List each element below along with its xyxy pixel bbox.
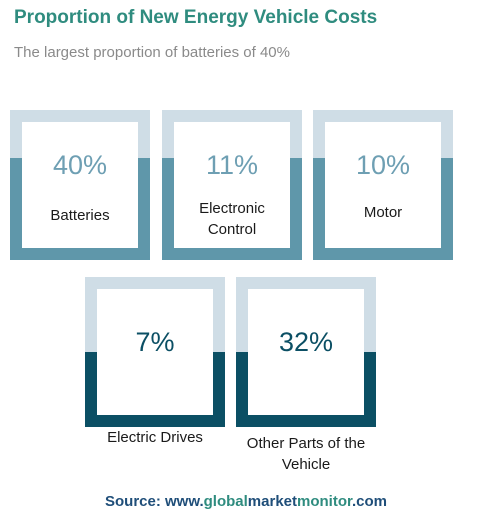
- source-part-monitor: monitor: [297, 493, 352, 510]
- tile-percent: 32%: [278, 327, 334, 357]
- source-suffix: .com: [352, 493, 388, 510]
- source-line: Source: www.globalmarketmonitor.com: [0, 493, 492, 510]
- tile-other-parts: 32%: [236, 277, 376, 427]
- source-prefix: Source: www.: [104, 493, 204, 510]
- tile-label-other-parts: Other Parts of the Vehicle: [246, 435, 366, 473]
- tile-batteries: 40% Batteries: [10, 110, 150, 260]
- tile-inner: [97, 289, 213, 415]
- chart-subtitle: The largest proportion of batteries of 4…: [14, 44, 290, 61]
- tile-electric-drives: 7%: [85, 277, 225, 427]
- source-part-market: market: [247, 493, 297, 510]
- tile-inner: [22, 122, 138, 248]
- tile-percent: 11%: [205, 150, 259, 180]
- tile-motor: 10% Motor: [313, 110, 453, 260]
- source-part-global: global: [203, 493, 248, 510]
- tile-electronic-control: 11% Electronic Control: [162, 110, 302, 260]
- tile-label-electric-drives: Electric Drives: [107, 429, 203, 446]
- tile-label: Electronic Control: [199, 200, 265, 238]
- chart-title: Proportion of New Energy Vehicle Costs: [14, 7, 378, 28]
- tile-percent: 7%: [135, 327, 175, 357]
- tile-percent: 40%: [52, 150, 108, 180]
- tile-inner: [248, 289, 364, 415]
- tile-label: Batteries: [50, 207, 110, 224]
- tile-inner: [325, 122, 441, 248]
- tile-inner: [174, 122, 290, 248]
- tile-percent: 10%: [355, 150, 411, 180]
- tile-label: Motor: [363, 204, 403, 221]
